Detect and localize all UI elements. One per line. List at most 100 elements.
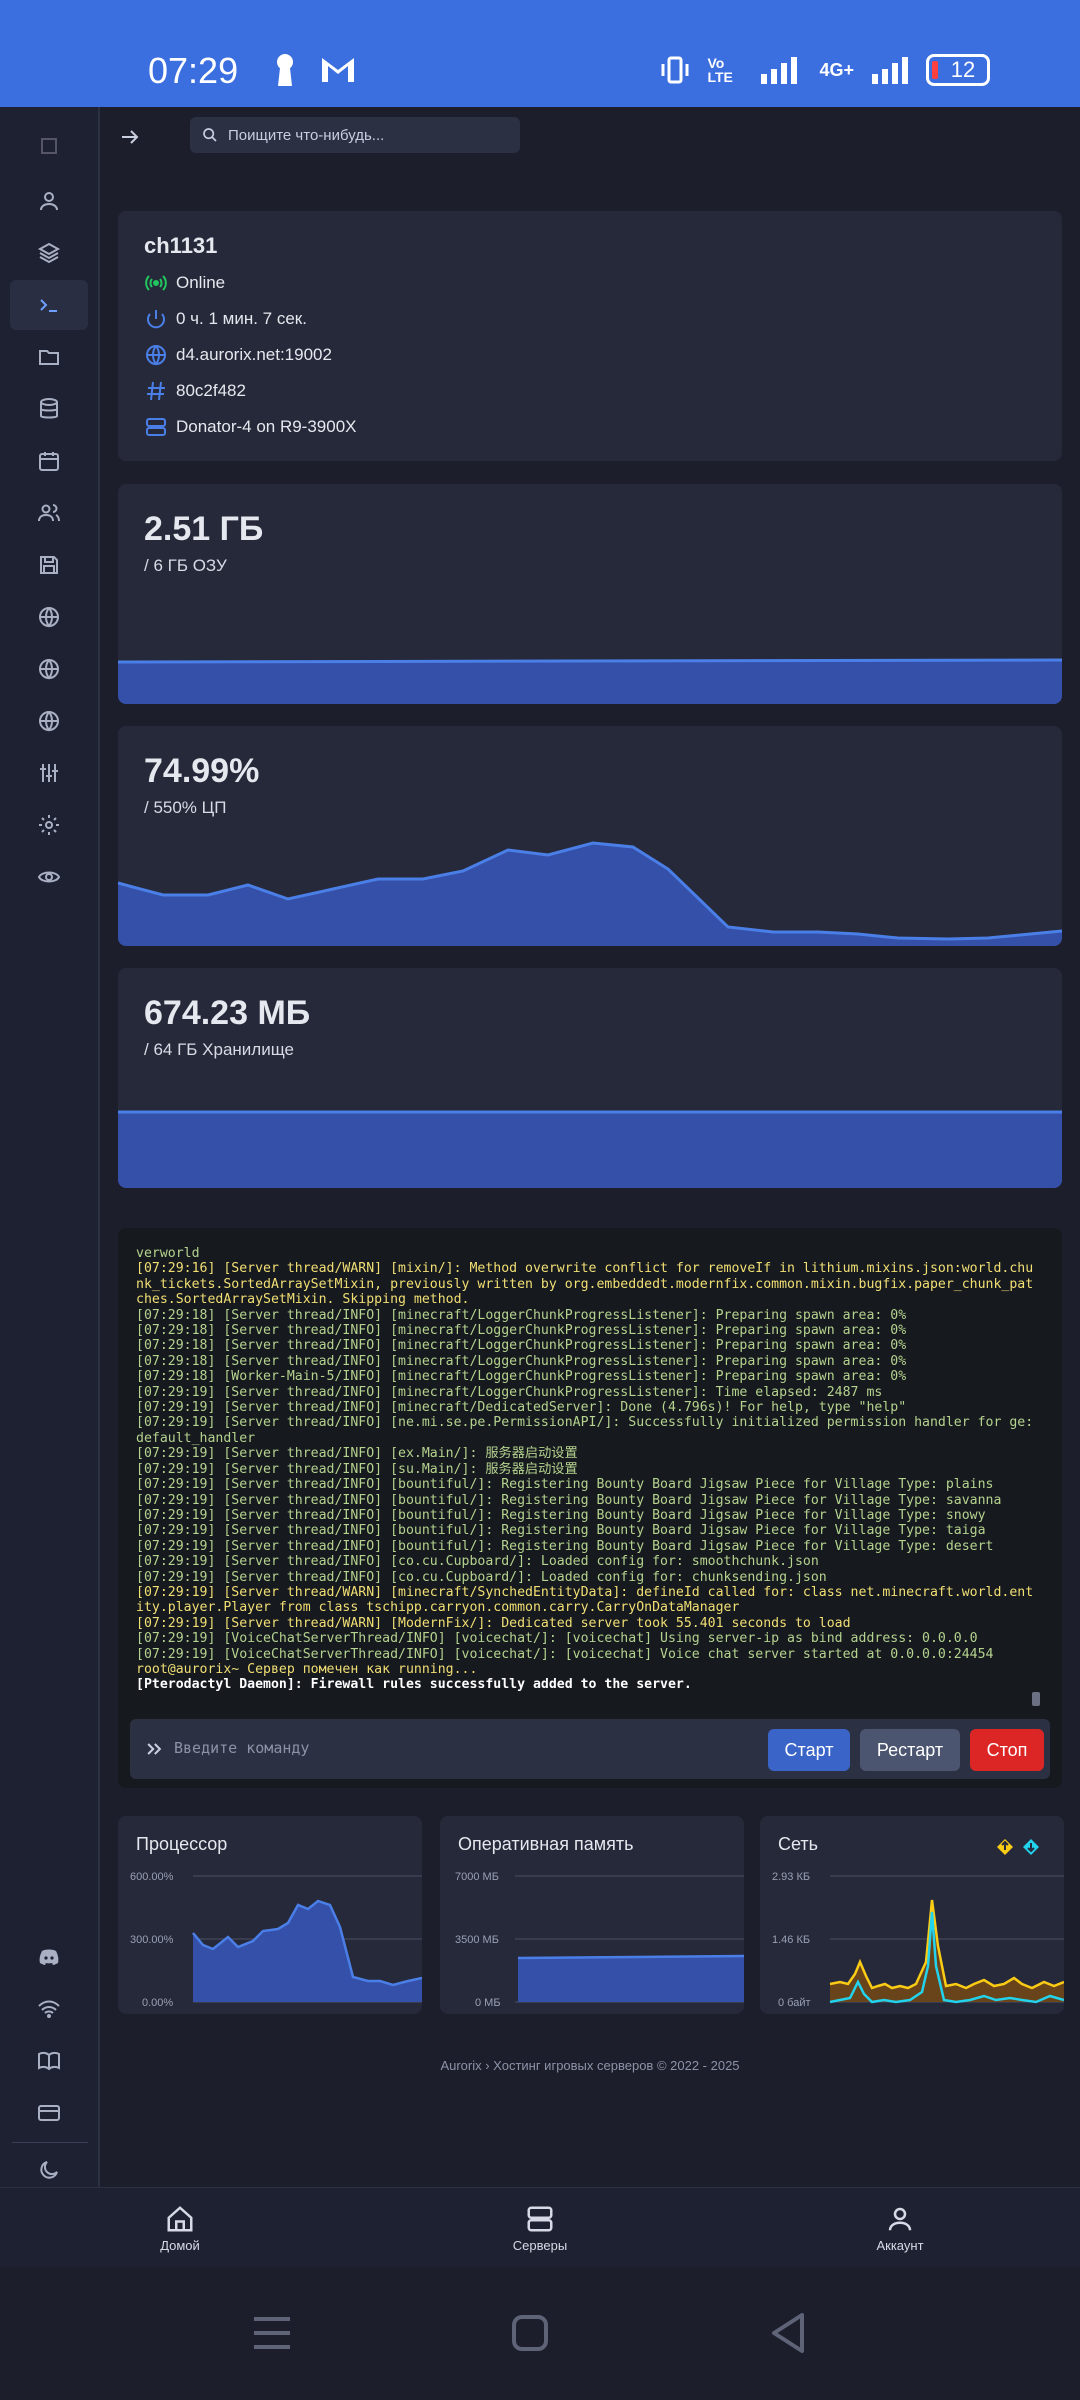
bottom-navigation: Домой Серверы Аккаунт xyxy=(0,2187,1080,2267)
cpu-tick-top: 600.00% xyxy=(130,1871,174,1883)
console-line: [07:29:19] [Server thread/INFO] [bountif… xyxy=(136,1477,994,1493)
ram-mini-chart: Оперативная память 7000 МБ 3500 МБ 0 МБ xyxy=(440,1816,744,2014)
server-status: Online xyxy=(176,273,226,292)
server-node: Donator-4 on R9-3900X xyxy=(176,417,357,436)
restart-button[interactable]: Рестарт xyxy=(860,1729,960,1771)
command-input[interactable]: Введите команду xyxy=(174,1739,310,1757)
sidebar-item-databases[interactable] xyxy=(10,384,88,434)
server-node-row: Donator-4 on R9-3900X xyxy=(144,415,357,439)
sidebar-item-files[interactable] xyxy=(10,332,88,382)
sidebar-divider xyxy=(12,2142,88,2143)
system-navigation-bar xyxy=(0,2267,1080,2400)
arrow-right-icon[interactable] xyxy=(118,125,142,149)
server-icon xyxy=(146,418,166,436)
network-mini-graph: 2.93 КБ 1.46 КБ 0 байт xyxy=(772,1871,1064,2009)
system-status-bar: 07:29 Vo LTE 4G+ 12 xyxy=(0,0,1080,107)
home-button-icon[interactable] xyxy=(510,2313,550,2353)
nav-home-label: Домой xyxy=(160,2238,200,2253)
menu-icon[interactable] xyxy=(250,2313,294,2353)
top-bar: Поищите что-нибудь... xyxy=(100,107,1080,169)
console-line: [07:29:19] [Server thread/INFO] [bountif… xyxy=(136,1507,986,1523)
console-panel: verworld [07:29:16] [Server thread/WARN] … xyxy=(118,1228,1062,1788)
net-tick-top: 2.93 КБ xyxy=(772,1871,810,1883)
network-mini-chart: Сеть 2.93 КБ 1.46 КБ 0 байт xyxy=(760,1816,1064,2014)
back-icon[interactable] xyxy=(768,2311,808,2355)
sidebar-item-backups[interactable] xyxy=(10,540,88,590)
console-line: [07:29:18] [Worker-Main-5/INFO] [minecra… xyxy=(136,1369,907,1385)
server-address[interactable]: d4.aurorix.net:19002 xyxy=(176,345,332,364)
start-button[interactable]: Старт xyxy=(768,1729,850,1771)
signal-icon xyxy=(761,57,798,84)
sidebar-item-theme[interactable] xyxy=(10,2155,88,2185)
nav-home[interactable]: Домой xyxy=(120,2204,240,2253)
nav-servers[interactable]: Серверы xyxy=(480,2204,600,2253)
cpu-tick-mid: 300.00% xyxy=(130,1934,174,1946)
sidebar-item-status[interactable] xyxy=(10,1984,88,2034)
nav-servers-label: Серверы xyxy=(512,2238,568,2253)
cpu-graph xyxy=(118,841,1062,946)
stop-button[interactable]: Стоп xyxy=(970,1729,1044,1771)
chevrons-right-icon xyxy=(147,1743,162,1755)
moon-icon xyxy=(40,2161,58,2179)
sidebar-item-billing[interactable] xyxy=(10,2088,88,2138)
volte-label: Vo LTE xyxy=(707,55,733,85)
console-line: [07:29:19] [Server thread/WARN] [ModernF… xyxy=(136,1615,851,1631)
sidebar-item-layers[interactable] xyxy=(10,228,88,278)
signal-icon-2 xyxy=(872,57,908,84)
console-line: root@aurorix~ Сервер помечен как running… xyxy=(136,1661,478,1677)
gear-icon xyxy=(39,815,59,835)
server-name: ch1131 xyxy=(144,233,218,258)
upload-icon[interactable] xyxy=(996,1838,1014,1856)
home-icon xyxy=(167,2206,193,2232)
console-line: [07:29:18] [Server thread/INFO] [minecra… xyxy=(136,1353,907,1369)
net-tick-bottom: 0 байт xyxy=(778,1997,811,2009)
sidebar-item-schedules[interactable] xyxy=(10,436,88,486)
sidebar-item-docs[interactable] xyxy=(10,2036,88,2086)
download-icon[interactable] xyxy=(1022,1838,1040,1856)
sidebar-item-console[interactable] xyxy=(10,280,88,330)
console-line: [07:29:19] [VoiceChatServerThread/INFO] … xyxy=(136,1646,994,1662)
console-line: [07:29:19] [Server thread/WARN] [minecra… xyxy=(136,1584,1034,1616)
nav-account-label: Аккаунт xyxy=(876,2238,924,2253)
server-icon xyxy=(527,2206,553,2232)
disk-value: 674.23 МБ xyxy=(144,994,311,1032)
console-line: [07:29:18] [Server thread/INFO] [minecra… xyxy=(136,1338,907,1354)
status-icons: Vo LTE 4G+ 12 xyxy=(659,54,990,86)
database-icon xyxy=(40,398,58,419)
ram-tick-bottom: 0 МБ xyxy=(475,1997,501,2009)
sidebar-item-activity[interactable] xyxy=(10,852,88,902)
command-bar: Введите команду Старт Рестарт Стоп xyxy=(130,1719,1050,1779)
sidebar-item-network-3[interactable] xyxy=(10,696,88,746)
console-scrollbar[interactable] xyxy=(1032,1692,1040,1706)
footer: Aurorix › Хостинг игровых серверов © 202… xyxy=(440,2058,740,2073)
console-line: [07:29:19] [Server thread/INFO] [bountif… xyxy=(136,1523,986,1539)
sliders-icon xyxy=(40,764,58,782)
console-line: [07:29:19] [Server thread/INFO] [bountif… xyxy=(136,1492,1002,1508)
console-line: [07:29:19] [VoiceChatServerThread/INFO] … xyxy=(136,1631,978,1647)
terminal-icon xyxy=(40,299,57,312)
sidebar-item-network-2[interactable] xyxy=(10,644,88,694)
server-status-row: Online xyxy=(144,271,225,295)
search-input[interactable]: Поищите что-нибудь... xyxy=(190,117,520,153)
console-line: [07:29:18] [Server thread/INFO] [minecra… xyxy=(136,1323,907,1339)
server-info-card: ch1131 Online 0 ч. 1 мин. 7 сек. d4.auro… xyxy=(118,211,1062,461)
users-icon xyxy=(38,504,60,522)
vibrate-icon xyxy=(661,56,689,84)
nav-account[interactable]: Аккаунт xyxy=(840,2204,960,2253)
sidebar-logo[interactable] xyxy=(10,121,88,171)
ram-tick-top: 7000 МБ xyxy=(455,1871,499,1883)
sidebar-item-network[interactable] xyxy=(10,592,88,642)
broadcast-icon xyxy=(145,275,167,291)
credit-card-icon xyxy=(38,2105,60,2121)
ram-mini-graph: 7000 МБ 3500 МБ 0 МБ xyxy=(455,1871,744,2009)
sidebar-item-settings[interactable] xyxy=(10,800,88,850)
console-output[interactable]: verworld [07:29:16] [Server thread/WARN] … xyxy=(136,1246,1036,1926)
gmail-icon xyxy=(322,58,354,82)
user-icon xyxy=(888,2207,912,2231)
sidebar-item-startup[interactable] xyxy=(10,748,88,798)
disk-limit: / 64 ГБ Хранилище xyxy=(144,1040,294,1059)
cpu-tick-bottom: 0.00% xyxy=(142,1997,173,2009)
sidebar-item-discord[interactable] xyxy=(10,1932,88,1982)
sidebar-item-account[interactable] xyxy=(10,176,88,226)
sidebar-item-users[interactable] xyxy=(10,488,88,538)
